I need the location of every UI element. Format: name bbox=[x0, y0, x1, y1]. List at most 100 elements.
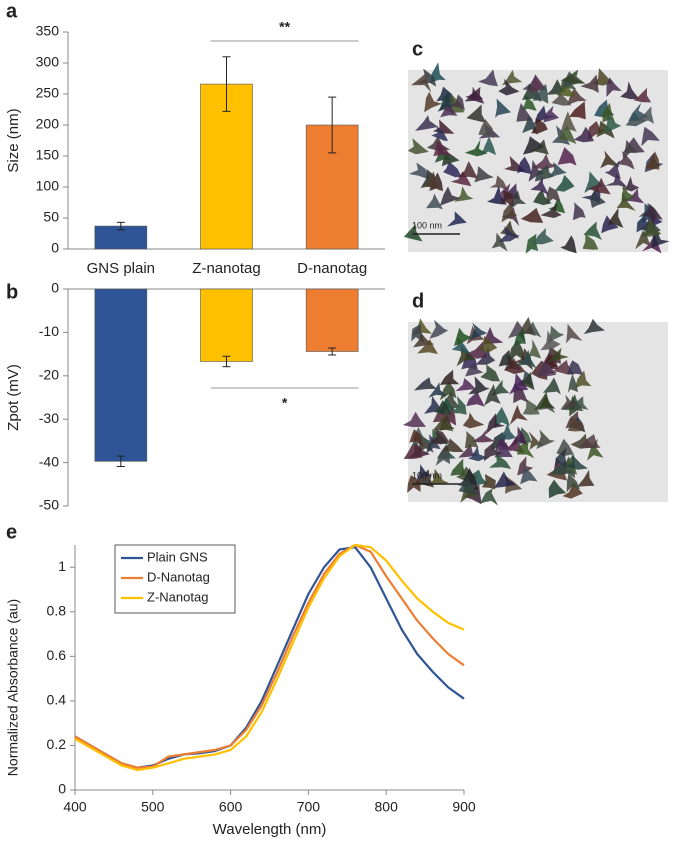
nanostar bbox=[572, 202, 586, 221]
y-tick-label: 300 bbox=[36, 54, 60, 70]
y-tick-label: -50 bbox=[39, 497, 59, 513]
nanostar bbox=[498, 226, 520, 243]
bar bbox=[94, 288, 148, 462]
y-tick-label: 0.6 bbox=[47, 647, 67, 663]
nanostar bbox=[528, 339, 542, 359]
nanostar bbox=[536, 429, 556, 449]
nanostar bbox=[495, 433, 513, 452]
nanostar bbox=[556, 438, 574, 456]
bar bbox=[305, 288, 359, 352]
nanostar bbox=[409, 429, 424, 447]
x-tick-label: 800 bbox=[375, 799, 399, 815]
y-tick-label: -10 bbox=[39, 323, 59, 339]
nanostar bbox=[617, 150, 635, 170]
nanostar bbox=[525, 233, 539, 254]
nanostar bbox=[494, 471, 517, 488]
nanostar bbox=[484, 384, 501, 406]
nanostar bbox=[439, 186, 461, 206]
nanostar bbox=[465, 86, 485, 104]
nanostar bbox=[640, 218, 662, 237]
nanostar bbox=[485, 413, 506, 435]
nanostar bbox=[641, 233, 662, 254]
nanostar bbox=[560, 235, 577, 254]
nanostar bbox=[547, 162, 567, 179]
panel-label: e bbox=[6, 521, 17, 543]
nanostar bbox=[481, 474, 496, 490]
significance-label: * bbox=[282, 395, 288, 411]
legend-label: Z-Nanotag bbox=[147, 589, 208, 604]
x-tick-label: GNS plain bbox=[87, 260, 155, 277]
nanostar bbox=[621, 184, 636, 204]
nanostar bbox=[522, 399, 540, 415]
nanostar bbox=[464, 139, 488, 157]
nanostar bbox=[583, 318, 605, 335]
nanostar bbox=[500, 190, 514, 207]
nanostar bbox=[455, 378, 476, 392]
nanostar bbox=[547, 347, 570, 364]
nanostar bbox=[605, 113, 622, 133]
y-tick-label: 1 bbox=[58, 558, 66, 574]
x-tick-label: 500 bbox=[141, 799, 165, 815]
nanostar bbox=[569, 101, 586, 120]
nanostar bbox=[457, 161, 478, 179]
nanostar bbox=[516, 349, 537, 369]
nanostar bbox=[542, 377, 561, 395]
nanostar bbox=[424, 91, 442, 113]
nanostar bbox=[583, 221, 602, 240]
nanostar bbox=[415, 115, 439, 131]
nanostar bbox=[528, 431, 544, 450]
nanostar bbox=[426, 193, 443, 210]
nanostar bbox=[606, 77, 622, 97]
x-tick-label: 600 bbox=[219, 799, 243, 815]
nanostar bbox=[416, 464, 433, 482]
nanostar bbox=[436, 86, 455, 105]
nanostar bbox=[510, 190, 527, 209]
y-axis-label: Zpot (mV) bbox=[5, 364, 22, 431]
error-bar bbox=[328, 347, 337, 356]
nanostar bbox=[575, 370, 592, 389]
y-tick-label: 0 bbox=[51, 280, 59, 296]
y-tick-label: 200 bbox=[36, 116, 60, 132]
panel-label: b bbox=[6, 281, 18, 303]
nanostar bbox=[471, 429, 495, 443]
nanostar bbox=[532, 83, 549, 104]
legend-label: D-Nanotag bbox=[147, 569, 210, 584]
nanostar bbox=[428, 382, 447, 398]
error-bar bbox=[222, 355, 231, 368]
nanostar bbox=[465, 362, 484, 377]
nanostar bbox=[480, 488, 499, 506]
nanostar bbox=[588, 177, 611, 195]
nanostar bbox=[540, 330, 561, 351]
nanostar bbox=[540, 203, 562, 218]
nanostar bbox=[556, 82, 577, 97]
y-tick-label: 250 bbox=[36, 85, 60, 101]
nanostar bbox=[566, 454, 588, 470]
nanostar bbox=[494, 406, 510, 428]
nanostar bbox=[590, 190, 606, 208]
nanostar bbox=[546, 186, 561, 204]
nanostar bbox=[533, 153, 558, 170]
nanostar bbox=[450, 171, 472, 187]
nanostar bbox=[407, 138, 429, 155]
nanostar bbox=[449, 94, 465, 111]
nanostar bbox=[489, 453, 512, 469]
nanostar bbox=[517, 456, 534, 476]
nanostar bbox=[468, 446, 488, 462]
panel-label: d bbox=[412, 290, 424, 312]
legend-label: Plain GNS bbox=[147, 549, 208, 564]
nanostar bbox=[562, 482, 583, 499]
line-series bbox=[74, 543, 465, 769]
nanostar bbox=[559, 125, 577, 144]
nanostar bbox=[577, 469, 595, 487]
nanostar bbox=[516, 103, 534, 122]
nanostar bbox=[596, 120, 615, 139]
nanostar bbox=[580, 74, 599, 93]
nanostar bbox=[468, 376, 490, 395]
nanostar bbox=[504, 357, 526, 374]
scale-bar-label: 100 nm bbox=[412, 220, 442, 230]
nanostar bbox=[403, 442, 423, 459]
nanostar bbox=[431, 126, 449, 141]
nanostar bbox=[498, 78, 520, 96]
nanostar bbox=[450, 458, 466, 476]
nanostar bbox=[551, 90, 572, 106]
